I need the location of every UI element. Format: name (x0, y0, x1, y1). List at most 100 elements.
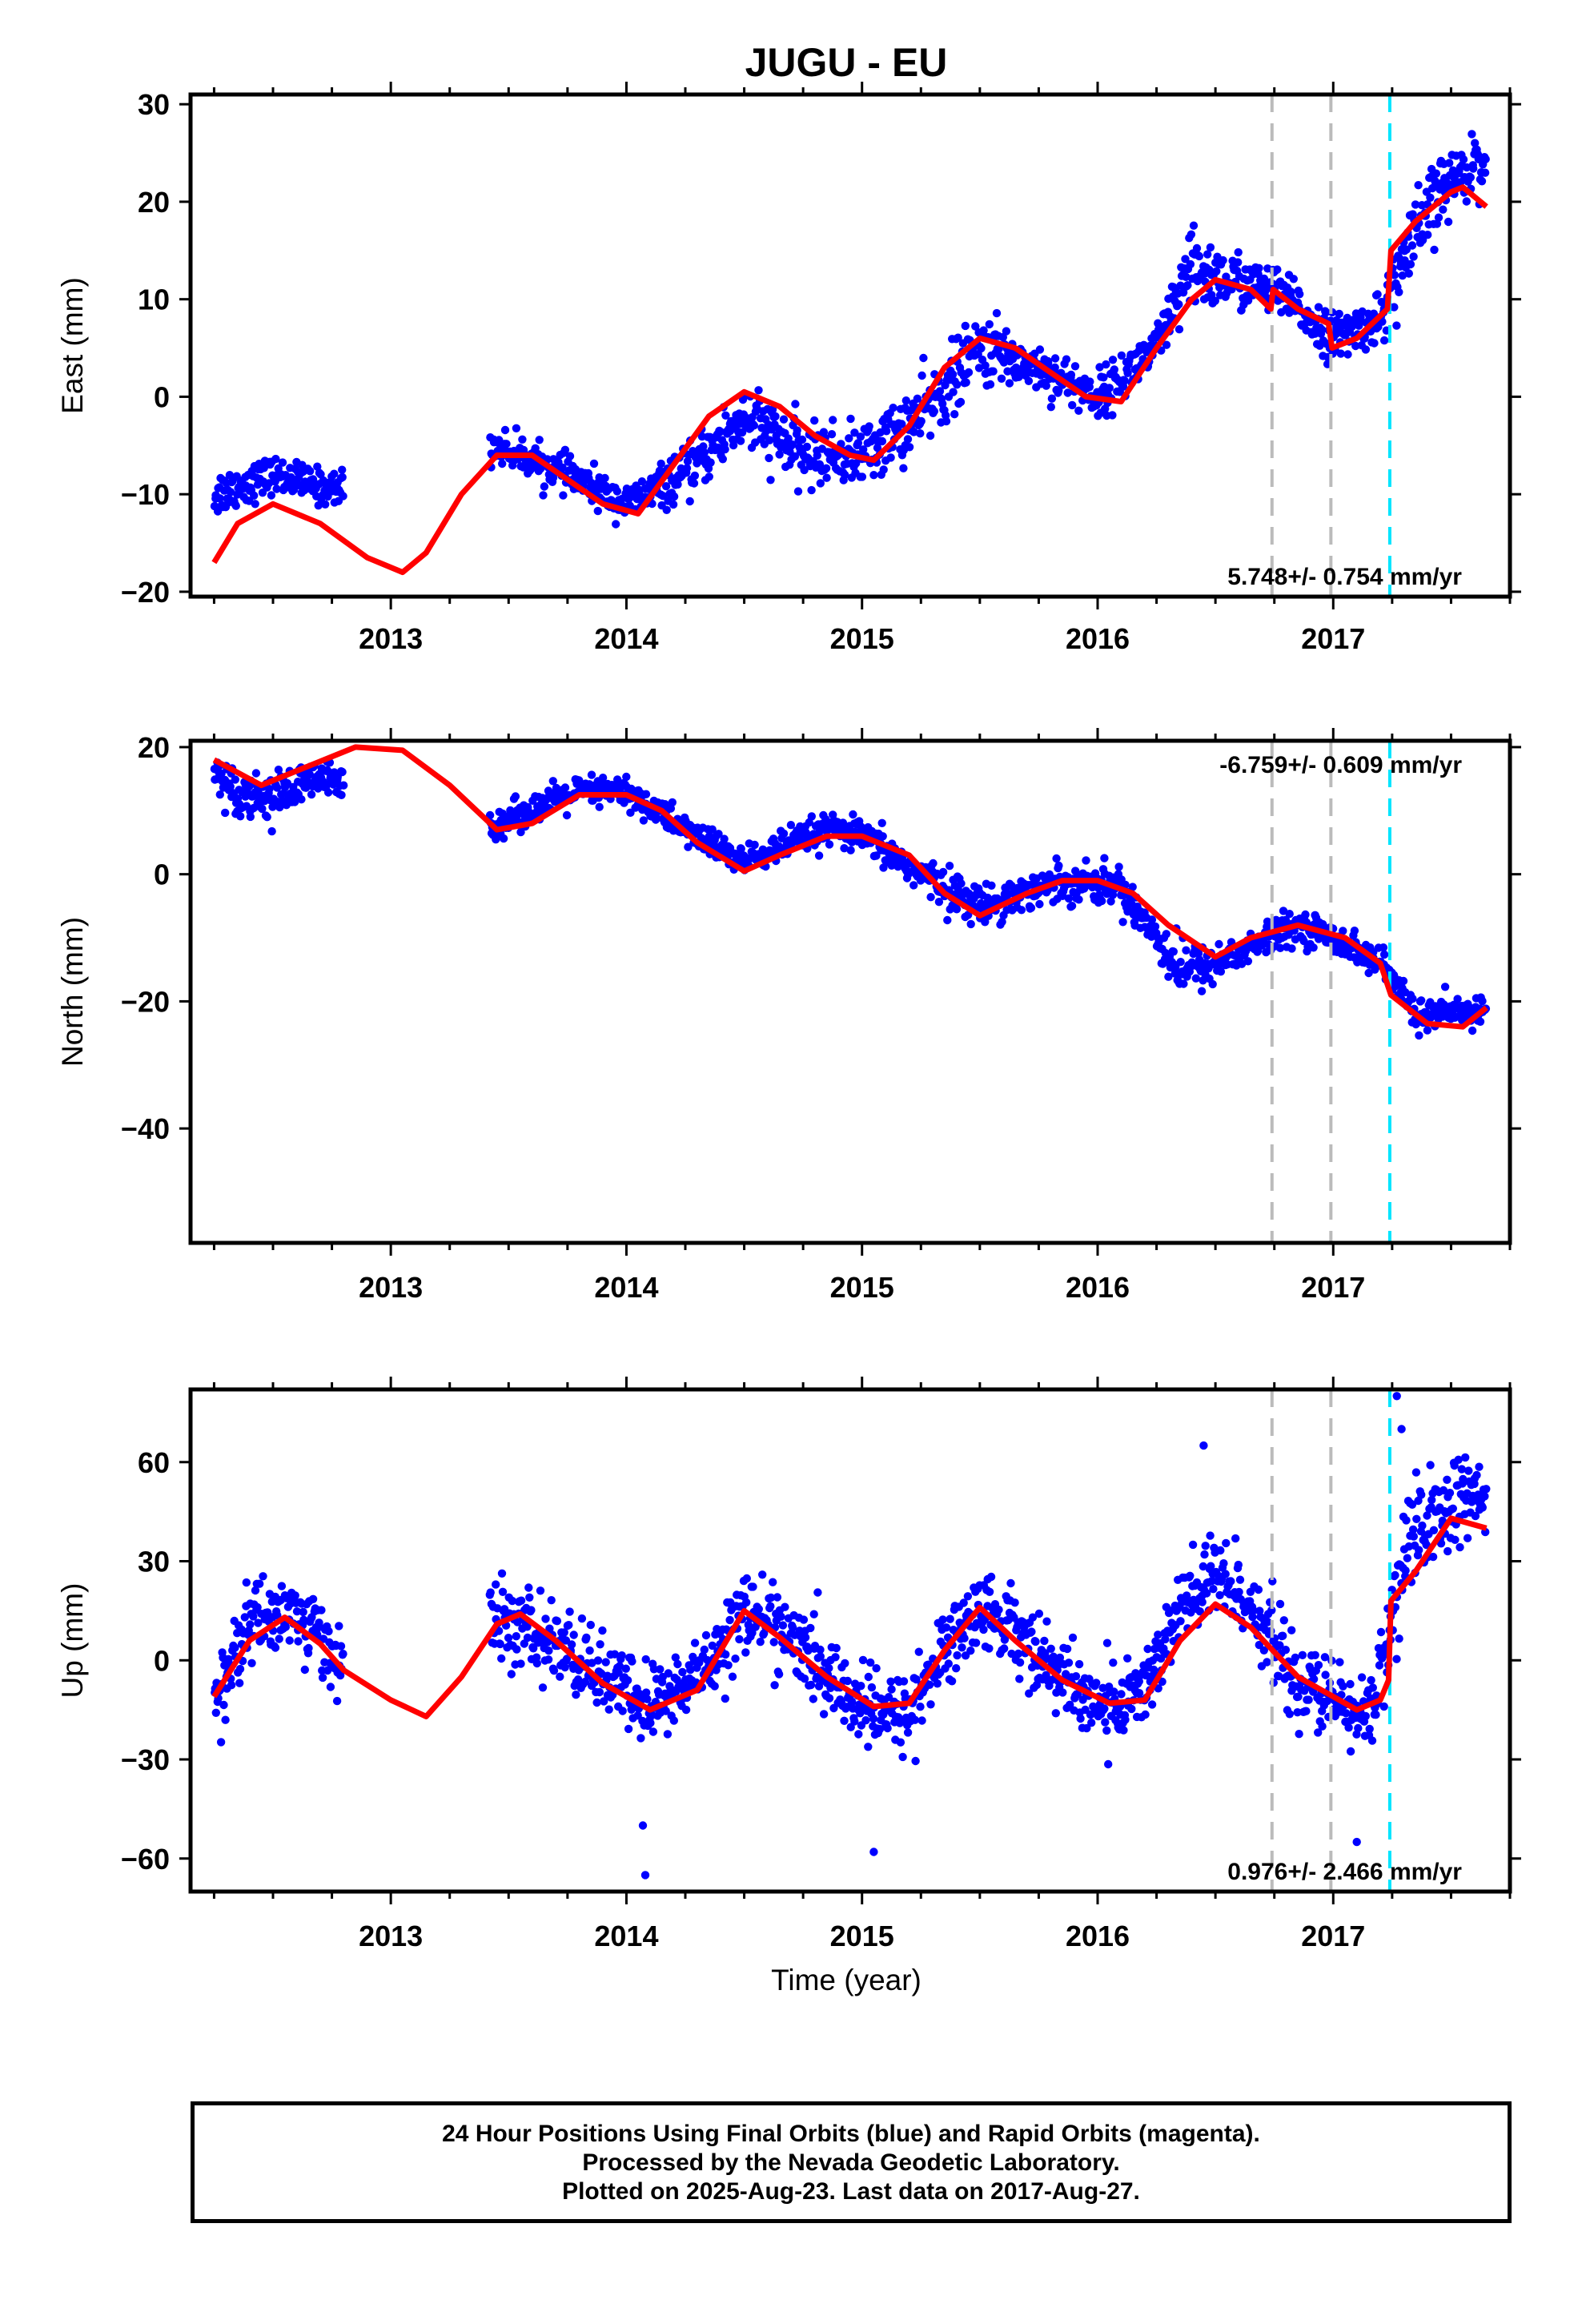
data-point (498, 459, 507, 468)
data-point (685, 497, 694, 506)
data-point (512, 1632, 520, 1641)
data-point (1234, 1560, 1243, 1570)
data-point (562, 1655, 572, 1663)
data-point (1063, 388, 1072, 397)
data-point (857, 1682, 865, 1691)
data-point (1231, 1534, 1240, 1543)
plot-frame (188, 738, 1512, 1245)
data-point (1189, 221, 1199, 230)
data-point (840, 844, 849, 853)
data-point (507, 1670, 516, 1679)
data-point (661, 1707, 670, 1715)
data-point (1234, 258, 1243, 267)
data-point (669, 1716, 678, 1725)
data-point (714, 830, 723, 838)
data-point (1117, 351, 1126, 360)
data-point (1445, 159, 1454, 167)
data-point (267, 826, 276, 836)
data-point (1128, 883, 1137, 891)
data-point (1106, 897, 1115, 906)
data-point (1399, 976, 1408, 986)
data-point (1361, 1711, 1371, 1721)
data-point (896, 1738, 905, 1747)
data-point (1428, 1552, 1438, 1562)
data-point (1367, 1675, 1375, 1685)
data-point (774, 1670, 784, 1679)
data-point (843, 1676, 853, 1686)
data-point (938, 1615, 947, 1624)
data-point (236, 812, 245, 821)
data-point (1275, 943, 1285, 953)
data-point (1263, 917, 1272, 927)
data-point (825, 840, 834, 849)
data-point (1309, 1675, 1319, 1683)
data-point (1047, 394, 1057, 403)
data-point (1339, 1682, 1347, 1691)
data-point (1481, 155, 1490, 163)
data-point (841, 1659, 849, 1668)
data-point (682, 464, 692, 472)
data-point (1352, 1837, 1361, 1847)
data-point (1423, 1026, 1432, 1035)
data-point (1408, 994, 1417, 1003)
data-point (669, 492, 679, 501)
data-point (560, 445, 570, 454)
data-point (338, 465, 347, 474)
data-point (1263, 1618, 1272, 1626)
data-point (1162, 930, 1171, 939)
data-point (623, 1676, 632, 1685)
data-point (961, 321, 970, 331)
data-point (944, 1659, 954, 1668)
data-point (1123, 1654, 1132, 1663)
data-point (1110, 1687, 1118, 1696)
data-point (1074, 1659, 1084, 1669)
caption-line-1: 24 Hour Positions Using Final Orbits (bl… (442, 2121, 1260, 2147)
data-point (736, 436, 745, 445)
data-point (1471, 1511, 1480, 1521)
data-point (231, 775, 239, 784)
data-point (610, 1650, 620, 1659)
data-point (1150, 922, 1160, 931)
data-point (1255, 263, 1263, 272)
data-point (997, 374, 1006, 383)
data-point (1235, 1587, 1243, 1597)
data-point (701, 1630, 711, 1640)
data-point (952, 905, 962, 914)
data-point (1005, 379, 1014, 388)
data-point (600, 473, 609, 483)
data-point (914, 1647, 924, 1656)
data-point (1051, 1709, 1061, 1718)
data-point (1472, 1470, 1481, 1480)
data-point (235, 1679, 244, 1687)
data-point (321, 500, 330, 509)
data-point (1119, 1726, 1128, 1735)
data-point (919, 353, 928, 363)
data-point (1375, 1661, 1384, 1670)
data-point (1254, 1585, 1263, 1594)
data-point (246, 1620, 255, 1629)
data-point (1426, 1461, 1435, 1470)
data-point (556, 1672, 564, 1681)
data-point (560, 783, 570, 792)
data-point (1439, 1486, 1448, 1495)
data-point (1035, 345, 1045, 354)
data-point (1478, 996, 1487, 1006)
data-point (846, 414, 855, 424)
data-point (1318, 1722, 1327, 1731)
data-point (240, 1613, 249, 1622)
data-point (779, 415, 789, 424)
data-point (1192, 243, 1202, 253)
data-point (278, 458, 287, 467)
data-point (1234, 247, 1243, 257)
data-point (1195, 1607, 1205, 1616)
data-point (1219, 1559, 1228, 1568)
data-point (912, 1675, 921, 1684)
data-point (948, 370, 958, 379)
data-point (1402, 1516, 1411, 1525)
data-point (788, 440, 797, 449)
data-point (883, 1723, 892, 1733)
data-point (1099, 373, 1108, 382)
data-point (750, 840, 759, 850)
data-point (323, 1666, 332, 1675)
data-point (529, 1644, 538, 1653)
